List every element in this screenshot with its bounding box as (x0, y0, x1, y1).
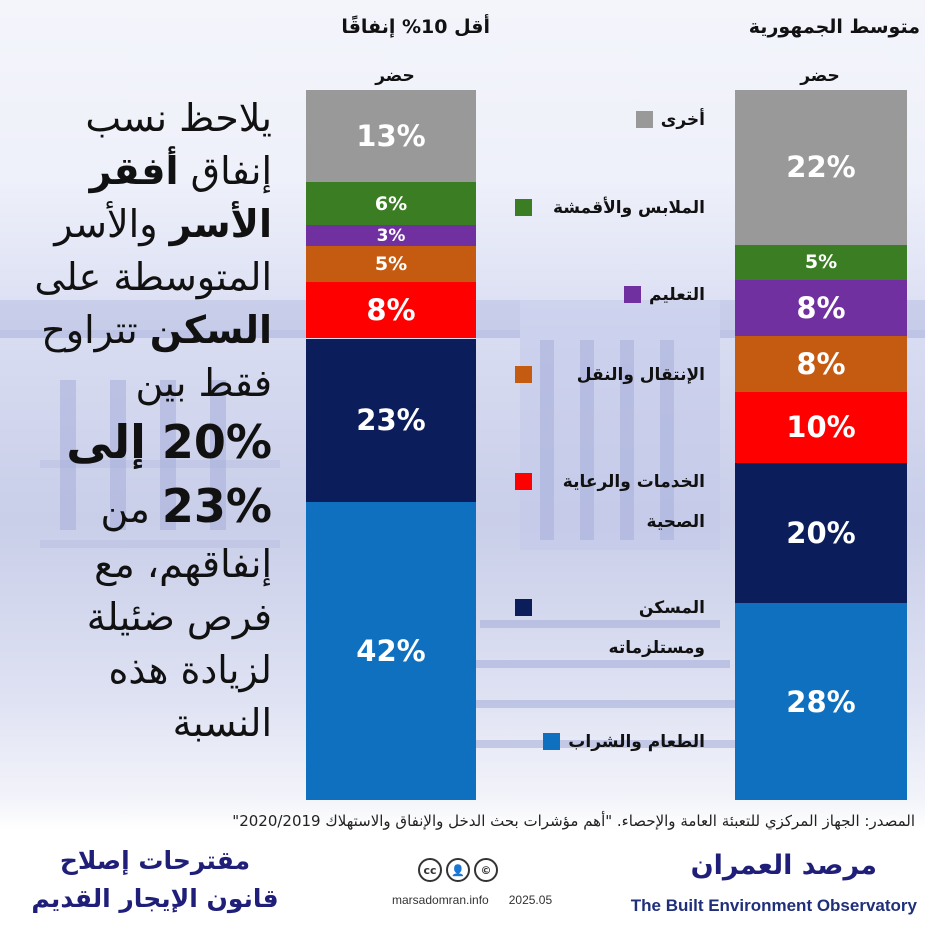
legend-swatch (624, 286, 642, 303)
commentary-line: الأسر والأسر (54, 202, 272, 246)
bar-segment: 42% (306, 501, 476, 800)
bar-subtitle-average: حضر (800, 66, 840, 86)
commentary-line: فرص ضئيلة (86, 595, 272, 639)
legend-swatch (515, 473, 532, 490)
data-label: 10% (786, 410, 856, 445)
legend-swatch (515, 199, 532, 216)
data-label: 20% (786, 515, 856, 550)
bar-segment: 13% (306, 90, 476, 183)
bar-segment: 8% (735, 336, 907, 393)
commentary-line: إنفاق أفقر (89, 149, 272, 193)
observatory-logo-arabic: مرصد العمران (690, 850, 877, 881)
legend-item: أخرى (635, 100, 705, 140)
bar-segment: 10% (735, 392, 907, 463)
license-badge: cc 👤 © (418, 858, 498, 882)
nc-icon: © (474, 858, 498, 882)
site-url: marsadomran.info (392, 893, 489, 907)
data-label: 5% (374, 252, 408, 275)
commentary-text: يلاحظ نسب إنفاق أفقر الأسر والأسر المتوس… (10, 92, 272, 750)
data-label: 23% (356, 403, 426, 438)
observatory-name-english: The Built Environment Observatory (630, 896, 917, 915)
bar-segment: 22% (735, 90, 907, 245)
legend-label: الإنتقال والنقل (576, 365, 705, 385)
proposal-title-line2: قانون الإيجار القديم (31, 884, 279, 913)
legend-label: الطعام والشراب (568, 732, 705, 752)
by-icon: 👤 (446, 858, 470, 882)
legend-swatch (515, 366, 532, 383)
bar-title-poorest: أقل 10% إنفاقًا (341, 16, 490, 38)
bar-segment: 6% (306, 182, 476, 225)
data-label: 13% (356, 119, 426, 154)
commentary-line: النسبة (172, 701, 272, 745)
proposal-title-line1: مقترحات إصلاح (59, 846, 251, 875)
commentary-line: السكن تتراوح (41, 308, 272, 352)
legend-item: الملابس والأقمشة (515, 188, 705, 228)
bar-segment: 5% (735, 244, 907, 280)
bar-segment: 8% (306, 281, 476, 339)
data-label: 42% (356, 633, 426, 668)
commentary-line: إنفاقهم، مع (94, 542, 272, 586)
legend-swatch (635, 111, 653, 128)
bar-subtitle-poorest: حضر (375, 66, 415, 86)
commentary-line: يلاحظ نسب (85, 96, 272, 140)
data-label: 22% (786, 150, 856, 185)
data-label: 3% (376, 225, 406, 246)
legend-label: المسكن ومستلزماته (608, 598, 705, 658)
commentary-line: 20% إلى (66, 415, 272, 469)
legend-label: التعليم (649, 285, 705, 305)
bar-segment: 8% (735, 279, 907, 337)
bar-segment: 3% (306, 224, 476, 247)
stacked-bar-poorest: 42% 23% 8% 5% 3% 6% 13% (306, 90, 476, 800)
stacked-bar-average: 28% 20% 10% 8% 8% 5% 22% (735, 90, 907, 800)
commentary-line: المتوسطة على (34, 255, 272, 299)
legend-item: المسكن ومستلزماته (515, 588, 705, 668)
site-and-date: marsadomran.info 2025.05 (392, 893, 552, 907)
bar-segment: 20% (735, 462, 907, 604)
bar-segment: 23% (306, 338, 476, 502)
data-label: 8% (366, 293, 416, 328)
legend-label: الخدمات والرعاية الصحية (562, 472, 705, 532)
legend-label: الملابس والأقمشة (552, 198, 705, 218)
data-label: 6% (374, 192, 408, 215)
legend-item: الإنتقال والنقل (515, 355, 705, 395)
commentary-line: فقط بين (135, 361, 272, 405)
bar-segment: 28% (735, 603, 907, 800)
cc-icon: cc (418, 858, 442, 882)
legend-item: التعليم (624, 275, 705, 315)
data-label: 28% (786, 684, 856, 719)
legend-swatch (543, 733, 561, 750)
legend-item: الخدمات والرعاية الصحية (515, 462, 705, 542)
bar-title-average: متوسط الجمهورية (748, 16, 920, 38)
data-label: 8% (796, 347, 846, 382)
legend-swatch (515, 599, 532, 616)
legend-label: أخرى (660, 110, 705, 130)
legend-item: الطعام والشراب (543, 722, 705, 762)
commentary-line: 23% من (100, 479, 272, 533)
bar-segment: 5% (306, 246, 476, 282)
data-label: 5% (804, 251, 838, 274)
date: 2025.05 (508, 893, 553, 907)
commentary-line: لزيادة هذه (108, 648, 272, 692)
source-note: المصدر: الجهاز المركزي للتعبئة العامة وا… (232, 812, 915, 830)
data-label: 8% (796, 290, 846, 325)
